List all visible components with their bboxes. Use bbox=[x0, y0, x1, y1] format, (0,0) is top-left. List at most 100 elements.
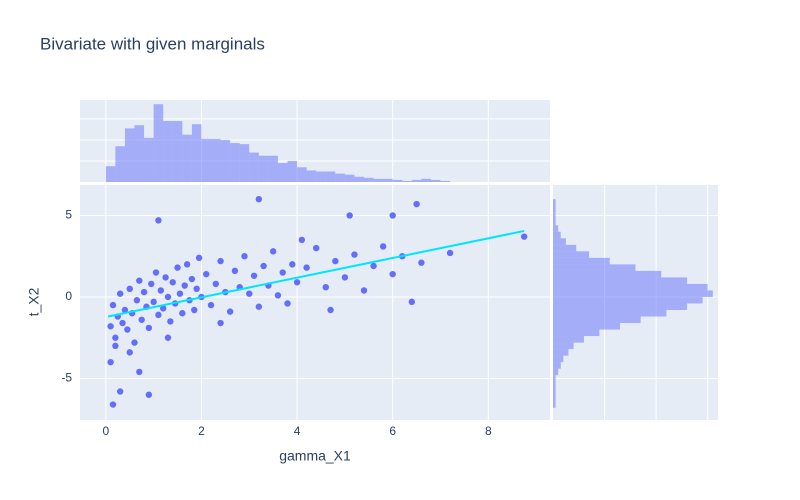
histogram-bar bbox=[553, 212, 556, 219]
scatter-point bbox=[408, 298, 416, 306]
scatter-point bbox=[241, 253, 248, 260]
histogram-bar bbox=[553, 336, 584, 343]
x-tick-label: 2 bbox=[198, 424, 205, 438]
scatter-point bbox=[131, 339, 138, 346]
scatter-point bbox=[136, 368, 143, 376]
histogram-bar bbox=[553, 329, 600, 337]
histogram-bar bbox=[553, 290, 713, 297]
histogram-bar bbox=[258, 155, 269, 182]
scatter-point bbox=[327, 306, 334, 314]
scatter-point bbox=[107, 358, 114, 366]
scatter-point bbox=[389, 270, 396, 278]
scatter-point bbox=[116, 388, 124, 395]
histogram-bar bbox=[411, 179, 422, 182]
chart-title: Bivariate with given marginals bbox=[40, 34, 265, 53]
scatter-point bbox=[217, 257, 224, 265]
scatter-point bbox=[152, 269, 160, 276]
histogram-bar bbox=[553, 238, 566, 245]
scatter-point bbox=[176, 290, 184, 297]
scatter-point bbox=[119, 319, 126, 327]
scatter-point bbox=[312, 244, 320, 252]
scatter-point bbox=[269, 248, 277, 255]
scatter-point bbox=[109, 401, 117, 408]
histogram-bar bbox=[553, 244, 577, 252]
histogram-bar bbox=[268, 155, 278, 182]
y-axis-title: t_X2 bbox=[26, 287, 42, 316]
scatter-point bbox=[289, 261, 296, 268]
scatter-point bbox=[124, 326, 131, 333]
scatter-point bbox=[109, 301, 117, 309]
scatter-point bbox=[126, 285, 133, 293]
histogram-bar bbox=[115, 146, 125, 182]
histogram-bar bbox=[344, 174, 355, 182]
scatter-point bbox=[188, 275, 196, 283]
scatter-point bbox=[126, 349, 133, 356]
histogram-bar bbox=[553, 381, 556, 389]
scatter-point bbox=[322, 283, 329, 291]
histogram-bar bbox=[553, 231, 561, 239]
histogram-bar bbox=[297, 167, 307, 182]
x-tick-label: 4 bbox=[294, 424, 301, 438]
histogram-bar bbox=[553, 362, 561, 369]
scatter-point bbox=[148, 280, 155, 288]
x-axis-title: gamma_X1 bbox=[279, 448, 351, 464]
scatter-point bbox=[520, 233, 528, 240]
scatter-point bbox=[293, 279, 301, 286]
histogram-bar bbox=[402, 180, 412, 182]
histogram-bar bbox=[553, 355, 564, 363]
histogram-bar bbox=[392, 179, 403, 182]
y-tick-label: -5 bbox=[61, 371, 72, 385]
histogram-bar bbox=[553, 401, 556, 408]
scatter-point bbox=[164, 334, 172, 341]
scatter-point bbox=[155, 311, 162, 319]
histogram-bar bbox=[124, 128, 135, 182]
scatter-point bbox=[212, 280, 219, 288]
histogram-bar bbox=[287, 160, 298, 182]
scatter-point bbox=[217, 319, 224, 327]
histogram-bar bbox=[421, 178, 431, 182]
histogram-bar bbox=[440, 180, 451, 182]
scatter-point bbox=[351, 251, 358, 258]
scatter-point bbox=[112, 334, 119, 341]
scatter-point bbox=[183, 261, 191, 268]
scatter-point bbox=[255, 195, 263, 203]
scatter-point bbox=[298, 236, 306, 244]
scatter-point bbox=[360, 287, 368, 294]
scatter-point bbox=[150, 298, 157, 306]
scatter-point bbox=[157, 287, 165, 294]
scatter-point bbox=[207, 301, 215, 309]
histogram-bar bbox=[553, 368, 559, 376]
scatter-point bbox=[260, 262, 267, 270]
histogram-bar bbox=[553, 375, 556, 382]
scatter-point bbox=[145, 324, 153, 332]
histogram-bar bbox=[364, 177, 374, 182]
scatter-point bbox=[164, 293, 172, 301]
scatter-point bbox=[191, 306, 198, 314]
histogram-bar bbox=[191, 124, 202, 182]
histogram-bar bbox=[211, 138, 221, 182]
scatter-point bbox=[112, 342, 119, 350]
scatter-point bbox=[145, 391, 153, 398]
scatter-point bbox=[346, 212, 353, 219]
histogram-bar bbox=[553, 270, 662, 278]
scatter-point bbox=[379, 243, 387, 250]
histogram-bar bbox=[553, 277, 688, 284]
scatter-point bbox=[418, 259, 425, 266]
histogram-bar bbox=[383, 178, 393, 182]
histogram-bar bbox=[239, 144, 250, 182]
scatter-point bbox=[231, 267, 239, 275]
scatter-point bbox=[181, 282, 188, 289]
histogram-bar bbox=[553, 225, 559, 232]
histogram-bar bbox=[163, 121, 173, 182]
scatter-point bbox=[179, 310, 186, 317]
histogram-bar bbox=[553, 349, 569, 356]
scatter-point bbox=[174, 264, 181, 271]
x-tick-label: 0 bbox=[102, 424, 109, 438]
histogram-bar bbox=[249, 152, 259, 182]
plot-background bbox=[80, 185, 550, 420]
scatter-point bbox=[203, 270, 210, 278]
histogram-bar bbox=[553, 264, 636, 271]
histogram-bar bbox=[430, 179, 441, 182]
